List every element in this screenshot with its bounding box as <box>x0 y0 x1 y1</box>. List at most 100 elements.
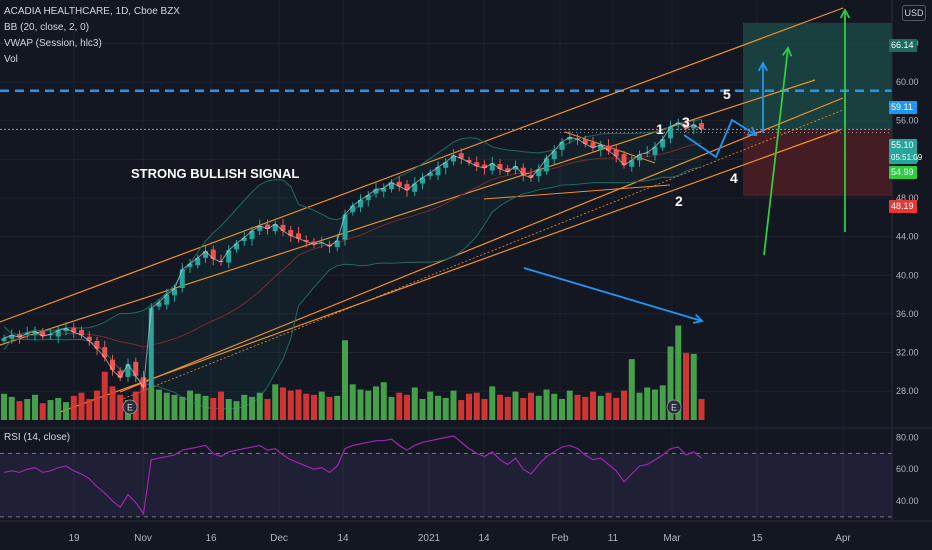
candle-body <box>280 224 286 231</box>
volume-bar <box>636 392 643 420</box>
stop-price-tag: 48.19 <box>889 200 917 213</box>
price-tick-label: 44.00 <box>896 232 919 242</box>
volume-bar <box>698 399 705 420</box>
wave-label-4: 4 <box>730 170 738 186</box>
symbol-title[interactable]: ACADIA HEALTHCARE, 1D, Cboe BZX <box>4 6 180 17</box>
rsi-label[interactable]: RSI (14, close) <box>4 432 71 443</box>
green-up-arrow-large-head <box>839 8 851 19</box>
candle-body <box>482 164 487 169</box>
volume-bar <box>388 396 395 420</box>
price-tick-label: 48.00 <box>896 193 919 203</box>
rsi-panel: 40.00 60.00 80.00 <box>0 427 932 518</box>
volume-bar <box>675 325 682 420</box>
volume-bar <box>78 392 85 420</box>
time-tick-label: 11 <box>608 533 619 544</box>
volume-bar <box>163 392 170 420</box>
candle-body <box>79 329 84 336</box>
candle-body <box>133 361 139 376</box>
candle-body <box>40 331 46 337</box>
volume-bar <box>32 394 38 420</box>
time-tick-label: 14 <box>337 533 349 544</box>
candle-body <box>528 174 534 178</box>
currency-badge[interactable]: USD <box>902 5 926 21</box>
candle-body <box>86 336 92 341</box>
indicator-bb-label[interactable]: BB (20, close, 2, 0) <box>4 22 90 33</box>
candle-body <box>365 195 371 200</box>
volume-bar <box>683 352 689 420</box>
channel-line <box>119 97 844 393</box>
volume-bar <box>280 387 286 420</box>
volume-bar <box>349 384 356 420</box>
candle-body <box>342 214 348 240</box>
candle-body <box>71 327 77 333</box>
volume-bar <box>117 394 124 420</box>
rsi-band-fill <box>0 453 892 517</box>
volume-bar <box>373 386 379 420</box>
candle-body <box>156 302 162 307</box>
earnings-marker <box>122 399 138 415</box>
indicator-vol-label[interactable]: Vol <box>4 54 18 65</box>
wave-label-2: 2 <box>675 193 683 209</box>
volume-bar <box>419 399 426 420</box>
candle-body <box>241 237 247 242</box>
volume-bar <box>520 397 527 420</box>
candle-body <box>125 364 131 377</box>
volume-bar <box>318 391 325 420</box>
wave-label-3: 3 <box>682 114 690 130</box>
volume-bar <box>70 395 77 420</box>
candle-body <box>598 144 604 151</box>
volume-bar <box>411 387 418 420</box>
candle-body <box>489 163 495 171</box>
volume-bar <box>156 389 162 420</box>
volume-bar <box>210 397 217 420</box>
candle-body <box>458 153 464 159</box>
price-tick-label: 40.00 <box>896 270 919 280</box>
candle-body <box>203 251 208 258</box>
volume-trend-arrow <box>523 267 703 322</box>
candle-body <box>148 308 154 388</box>
volume-bar <box>566 390 573 420</box>
volume-bar <box>652 389 658 420</box>
candle-body <box>303 240 309 242</box>
grid-lines <box>0 0 892 520</box>
volume-bar <box>249 396 255 420</box>
candle-body <box>637 154 642 161</box>
candle-body <box>544 158 549 172</box>
candle-body <box>629 160 635 167</box>
price-tick-label: 28.00 <box>896 386 919 396</box>
candle-body <box>497 164 503 170</box>
volume-bar <box>334 395 341 420</box>
time-tick-label: 16 <box>205 533 217 544</box>
candle-body <box>474 162 480 167</box>
target-price-tag: 66.14 <box>889 39 917 52</box>
volume-bar <box>86 399 93 420</box>
green-up-arrow-small <box>763 47 789 256</box>
volume-bar <box>16 401 23 420</box>
candle-body <box>435 167 441 176</box>
time-tick-label: 15 <box>751 533 763 544</box>
candle-body <box>350 205 356 213</box>
volume-bar <box>628 359 635 420</box>
time-axis[interactable]: 19 Nov 16 Dec 14 2021 14 Feb 11 Mar 15 Apr <box>0 520 932 544</box>
price-tick-label: 32.00 <box>896 348 919 358</box>
time-tick-label: Apr <box>835 533 851 544</box>
candle-body <box>590 142 596 148</box>
volume-bar <box>489 386 496 420</box>
candle-body <box>660 139 666 148</box>
candle-body <box>94 340 100 349</box>
candle-body <box>567 137 573 140</box>
volume-bar <box>8 396 15 420</box>
volume-bar <box>326 396 333 420</box>
indicator-vwap-label[interactable]: VWAP (Session, hlc3) <box>4 38 102 49</box>
signal-annotation: STRONG BULLISH SIGNAL <box>131 166 300 181</box>
secondary-price-tag: 54.99 <box>889 166 917 179</box>
candle-body <box>195 257 201 266</box>
candle-body <box>358 199 363 208</box>
candle-body <box>187 263 193 268</box>
candle-body <box>179 269 185 289</box>
candle-body <box>102 347 108 358</box>
candle-body <box>443 162 449 168</box>
volume-bar <box>241 394 248 420</box>
volume-bar <box>140 378 147 420</box>
